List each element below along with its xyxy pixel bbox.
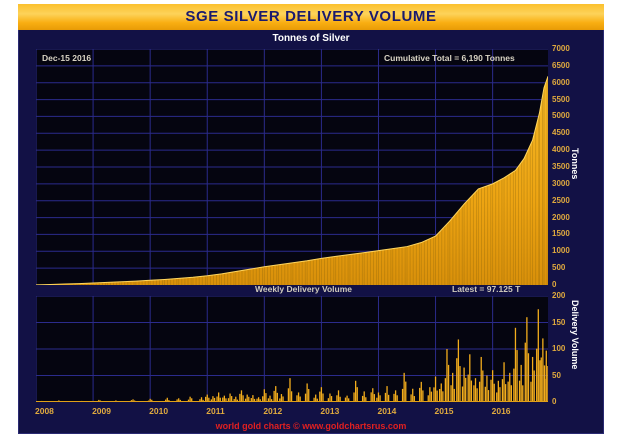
cumulative-y-tick: 6500 [552,60,570,70]
cumulative-y-tick: 1500 [552,229,570,239]
x-tick: 2011 [206,406,225,416]
cumulative-chart-svg [36,49,548,285]
cumulative-y-tick: 5500 [552,94,570,104]
x-tick: 2008 [35,406,54,416]
page-title: SGE SILVER DELIVERY VOLUME [185,8,437,25]
weekly-y-tick: 50 [552,370,561,380]
weekly-y-tick: 200 [552,291,566,300]
credit-text: world gold charts © www.goldchartsrus.co… [215,421,407,431]
x-tick: 2016 [491,406,511,416]
chart-subtitle: Tonnes of Silver [272,33,350,44]
cumulative-y-tick: 0 [552,280,557,289]
x-tick: 2010 [149,406,169,416]
latest-value-label: Latest = 97.125 T [452,284,521,294]
weekly-chart-svg [36,296,548,402]
cumulative-y-axis-title: Tonnes [570,148,580,180]
cumulative-y-tick: 2000 [552,212,570,222]
x-tick: 2012 [263,406,283,416]
x-tick: 2009 [92,406,111,416]
cumulative-y-tick: 3500 [552,162,570,171]
cumulative-y-tick: 500 [552,263,566,273]
weekly-y-axis-title: Delivery Volume [570,300,580,370]
cumulative-y-tick: 5000 [552,111,570,121]
cumulative-y-tick: 7000 [552,44,570,53]
cumulative-y-tick: 4000 [552,145,570,155]
x-tick: 2015 [434,406,454,416]
x-tick: 2014 [377,406,397,416]
cumulative-y-tick: 3000 [552,178,570,188]
weekly-volume-label: Weekly Delivery Volume [255,284,353,294]
cumulative-total-annotation: Cumulative Total = 6,190 Tonnes [384,53,515,63]
cumulative-y-tick: 6000 [552,77,570,87]
cumulative-plot-area [36,49,548,285]
weekly-y-tick: 100 [552,344,566,353]
cumulative-y-tick: 4500 [552,128,570,138]
weekly-y-tick: 150 [552,317,566,327]
date-annotation: Dec-15 2016 [42,53,92,63]
cumulative-y-tick: 2500 [552,195,570,205]
x-tick: 2013 [320,406,340,416]
title-bar: SGE SILVER DELIVERY VOLUME [18,4,604,30]
cumulative-y-tick: 1000 [552,246,570,256]
weekly-y-tick: 0 [552,397,557,406]
weekly-volume-plot-area [36,296,548,402]
